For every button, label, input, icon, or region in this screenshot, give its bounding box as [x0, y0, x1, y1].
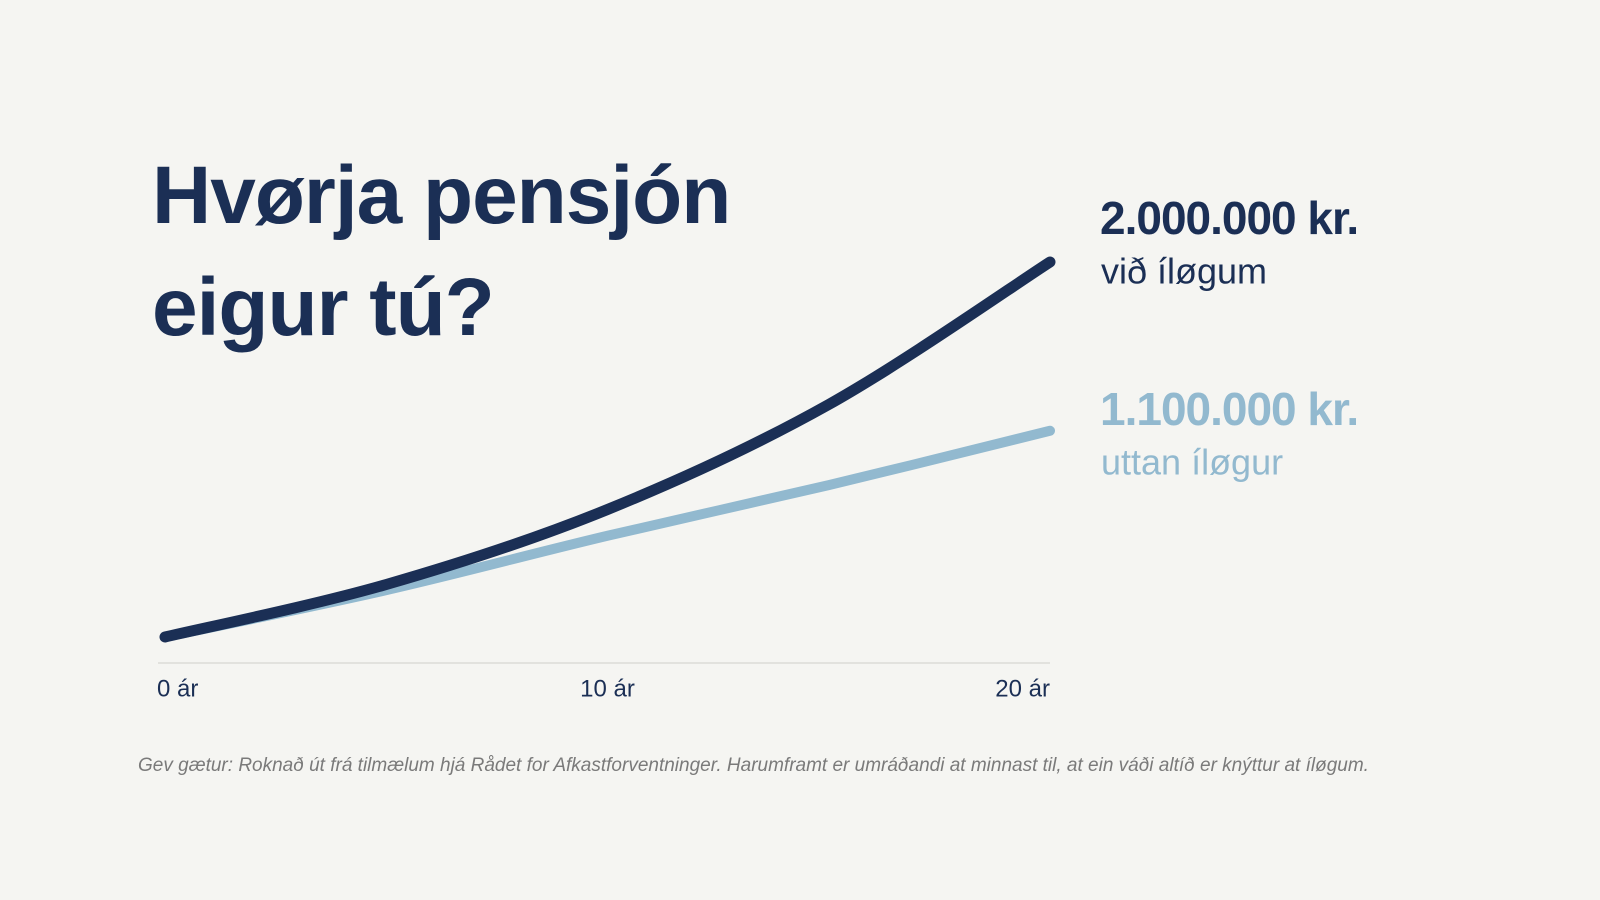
- line: [159, 256, 1056, 643]
- series-label: uttan íløgur: [1101, 442, 1283, 483]
- series-label: við íløgum: [1101, 251, 1267, 292]
- value-label: 1.100.000 kr.: [1100, 383, 1358, 435]
- x-tick-label: 20 ár: [995, 675, 1050, 702]
- x-tick-label: 10 ár: [580, 675, 635, 702]
- value-label: 2.000.000 kr.: [1100, 192, 1358, 244]
- footnote: Gev gætur: Roknað út frá tilmælum hjá Rå…: [138, 755, 1369, 776]
- x-tick-label: 0 ár: [157, 675, 198, 702]
- chart-title: Hvørja pensjón eigur tú?: [152, 150, 731, 353]
